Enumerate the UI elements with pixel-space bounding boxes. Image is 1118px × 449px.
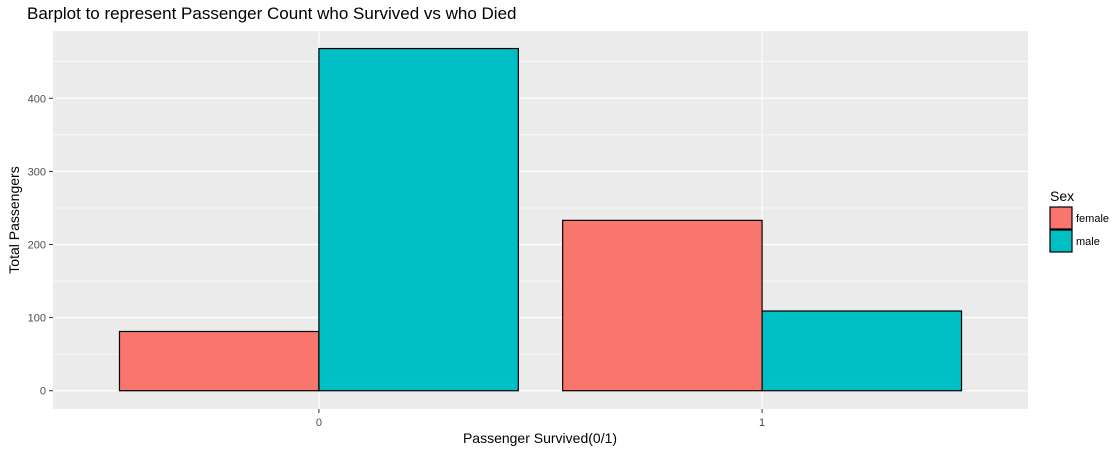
y-axis-ticks: 0 100 200 300 400	[28, 93, 53, 398]
legend-key-male	[1049, 229, 1073, 253]
legend-label-male: male	[1076, 236, 1100, 248]
y-tick-label: 200	[28, 239, 46, 251]
y-tick-label: 0	[40, 386, 46, 398]
x-axis-title: Passenger Survived(0/1)	[463, 430, 617, 446]
y-tick-label: 300	[28, 166, 46, 178]
bar-female-0	[118, 330, 320, 392]
legend: Sex female male	[1049, 188, 1109, 253]
bar-male-1	[761, 310, 963, 392]
legend-label-female: female	[1076, 213, 1109, 225]
bars	[118, 47, 963, 392]
legend-title: Sex	[1050, 188, 1074, 204]
y-tick-label: 400	[28, 93, 46, 105]
y-axis-title: Total Passengers	[6, 166, 22, 273]
y-tick-label: 100	[28, 313, 46, 325]
bar-female-1	[562, 219, 763, 392]
bar-male-0	[318, 47, 519, 392]
chart-title: Barplot to represent Passenger Count who…	[27, 4, 516, 23]
x-tick-label: 1	[759, 417, 765, 429]
x-tick-label: 0	[316, 417, 322, 429]
legend-key-female	[1049, 206, 1073, 230]
